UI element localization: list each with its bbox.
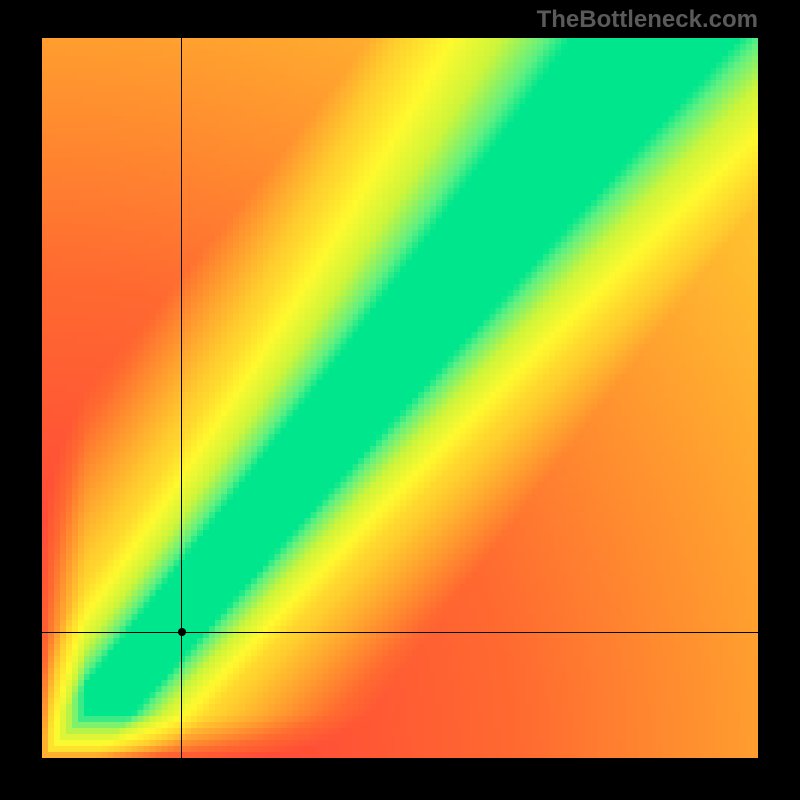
crosshair-horizontal-line xyxy=(42,632,758,633)
chart-container: TheBottleneck.com xyxy=(0,0,800,800)
watermark-text: TheBottleneck.com xyxy=(537,6,758,34)
bottleneck-heatmap xyxy=(42,38,758,758)
crosshair-vertical-line xyxy=(181,38,182,758)
crosshair-marker-dot xyxy=(178,628,186,636)
